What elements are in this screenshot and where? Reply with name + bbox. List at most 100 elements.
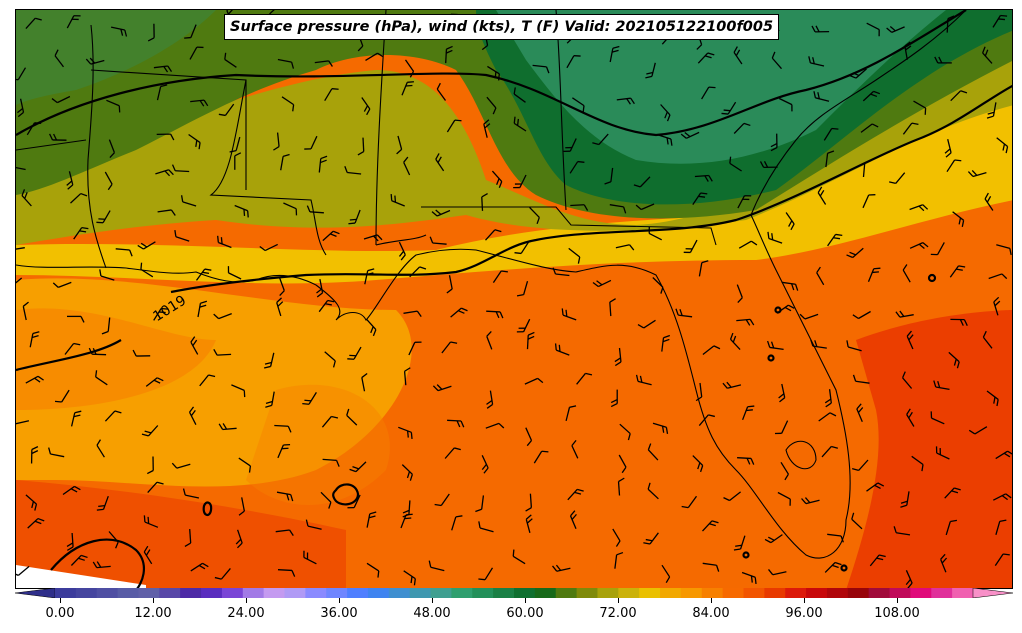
- wind-barb: [774, 420, 789, 435]
- wind-barb: [485, 422, 505, 429]
- colorbar-segment: [493, 588, 515, 598]
- wind-barb: [281, 96, 295, 112]
- wind-barb: [27, 517, 45, 529]
- colorbar-segment: [159, 588, 181, 598]
- wind-barb: [759, 161, 778, 168]
- colorbar-segment: [701, 588, 724, 598]
- wind-barb: [238, 497, 246, 516]
- wind-barb: [137, 241, 156, 250]
- wind-barb: [275, 529, 294, 536]
- wind-barb: [561, 308, 577, 321]
- wind-barb: [475, 495, 485, 513]
- wind-barb: [349, 461, 367, 473]
- wind-barb: [994, 553, 1010, 566]
- wind-barb: [140, 262, 154, 278]
- wind-barb: [852, 310, 871, 320]
- wind-barb: [447, 419, 465, 428]
- colorbar-tick: [804, 598, 805, 603]
- wind-barb: [346, 408, 358, 426]
- wind-barb: [513, 174, 527, 189]
- wind-barb: [16, 277, 23, 288]
- wind-barb: [304, 135, 318, 150]
- wind-barb: [680, 131, 700, 139]
- wind-barb: [799, 313, 819, 320]
- wind-barb: [277, 58, 295, 69]
- wind-barb: [930, 242, 945, 256]
- wind-barb: [238, 457, 252, 473]
- wind-barb: [318, 155, 328, 173]
- wind-barb: [190, 562, 209, 572]
- wind-barb: [818, 412, 837, 422]
- wind-barb: [617, 477, 625, 496]
- colorbar-tick: [60, 598, 61, 603]
- wind-barb: [609, 298, 616, 317]
- wind-barb: [231, 384, 246, 398]
- wind-barb: [26, 122, 42, 136]
- wind-barb: [445, 45, 453, 64]
- wind-barb: [982, 46, 993, 64]
- wind-barb: [766, 340, 784, 351]
- wind-barb: [401, 81, 414, 96]
- wind-barb: [648, 226, 662, 241]
- wind-barb: [16, 166, 26, 171]
- wind-barb: [846, 340, 862, 352]
- colorbar-segment: [534, 588, 557, 598]
- wind-barb: [933, 380, 950, 391]
- wind-barb: [909, 204, 929, 212]
- wind-barb: [733, 46, 743, 65]
- wind-barb: [276, 297, 284, 317]
- wind-barb: [48, 447, 65, 458]
- colorbar-tick: [339, 598, 340, 603]
- wind-barb: [906, 330, 914, 350]
- wind-barb: [609, 45, 620, 63]
- wind-barb: [147, 23, 155, 42]
- wind-barb: [982, 330, 993, 349]
- wind-barb: [995, 450, 1012, 460]
- wind-barb: [409, 266, 427, 278]
- wind-barb: [478, 567, 494, 581]
- colorbar-segment: [764, 588, 786, 598]
- wind-barb: [213, 348, 232, 356]
- colorbar-tick-label: 36.00: [320, 606, 358, 621]
- wind-barb: [996, 244, 1012, 256]
- wind-barb: [171, 462, 191, 469]
- colorbar-segment: [263, 588, 285, 598]
- wind-barb: [25, 17, 42, 30]
- wind-barb: [478, 521, 494, 533]
- wind-barb: [736, 284, 743, 304]
- wind-barb: [661, 564, 671, 584]
- wind-barb: [364, 268, 375, 285]
- wind-barb: [486, 310, 504, 319]
- wind-barb: [363, 234, 383, 242]
- wind-barb: [143, 515, 159, 528]
- wind-barb: [778, 383, 786, 403]
- wind-barb: [403, 156, 411, 176]
- colorbar-segment: [514, 588, 536, 598]
- wind-barb: [513, 87, 526, 103]
- wind-barb: [768, 569, 787, 576]
- wind-barb: [429, 236, 447, 245]
- wind-barb: [398, 426, 413, 440]
- wind-barb: [984, 192, 994, 211]
- wind-barb: [70, 554, 88, 566]
- wind-barb: [492, 270, 508, 283]
- wind-barb: [902, 371, 913, 389]
- colorbar-segment: [722, 588, 744, 598]
- wind-barb: [229, 136, 241, 153]
- colorbar-segment: [931, 588, 953, 598]
- wind-barb: [92, 561, 111, 569]
- wind-barb: [273, 132, 280, 151]
- colorbar-segment: [430, 588, 452, 598]
- wind-barb: [314, 60, 333, 67]
- wind-barb: [357, 137, 365, 156]
- wind-barb: [886, 25, 905, 33]
- wind-barb: [895, 310, 914, 318]
- wind-barb: [930, 411, 945, 425]
- wind-barb: [851, 459, 869, 472]
- wind-barb: [733, 122, 751, 134]
- wind-barb: [446, 275, 453, 294]
- wind-barb: [347, 494, 361, 509]
- wind-barb: [316, 278, 324, 298]
- wind-barb: [278, 277, 285, 296]
- wind-barb: [265, 391, 275, 408]
